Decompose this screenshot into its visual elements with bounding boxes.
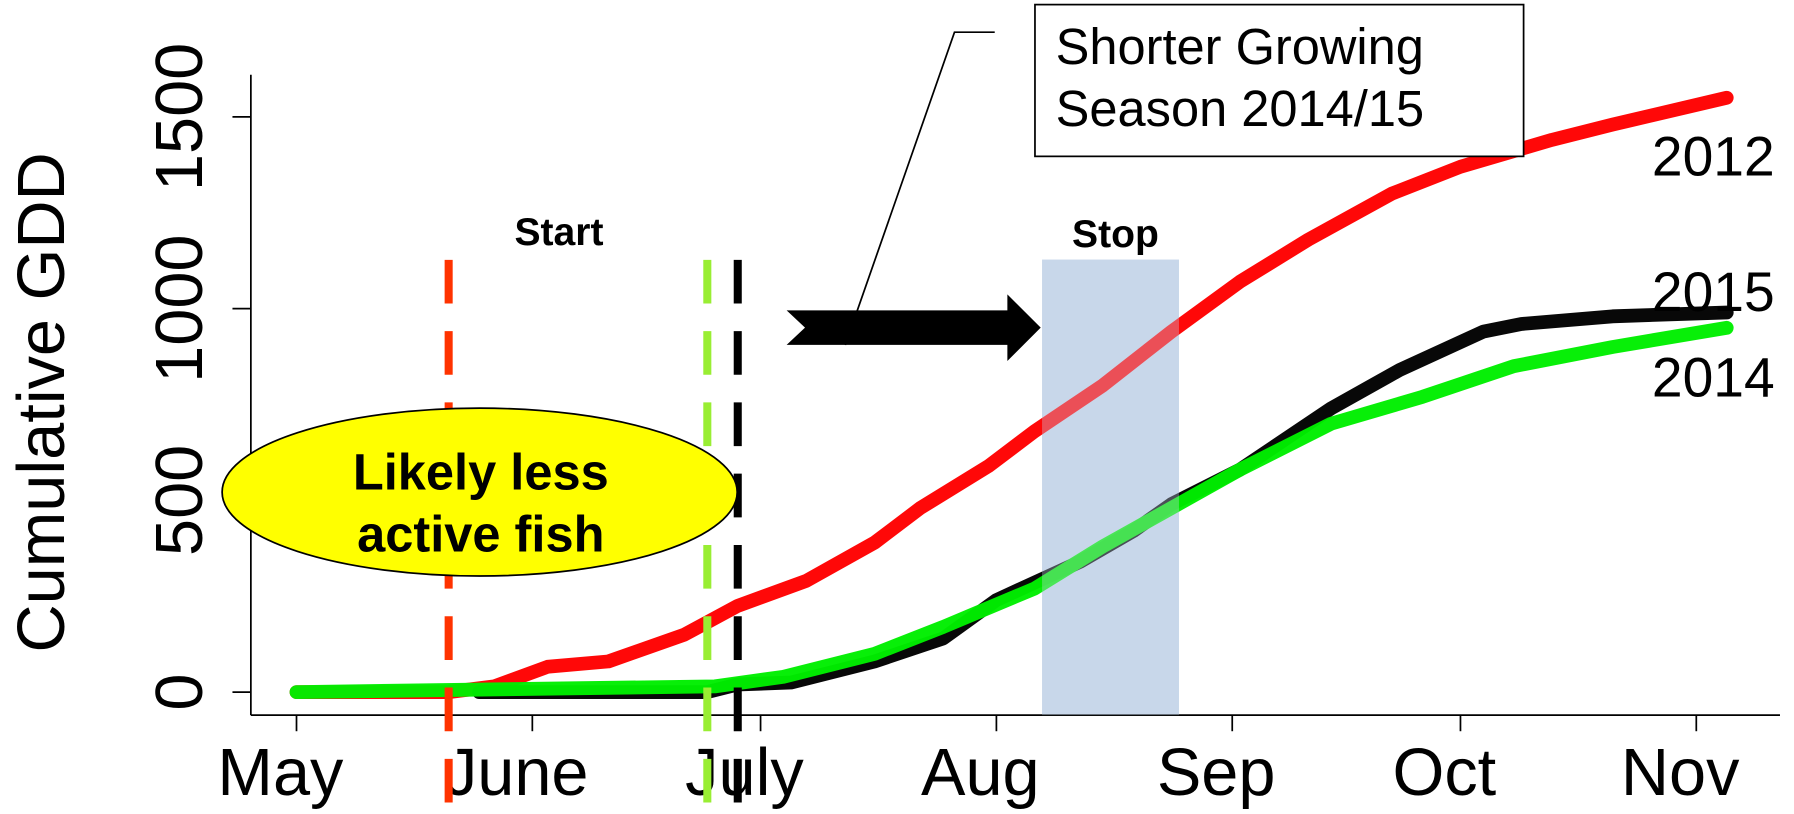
x-tick-label: Aug [921, 736, 1040, 810]
series-label: 2012 [1652, 126, 1775, 188]
x-tick-label: July [685, 736, 804, 810]
y-tick-label: 0 [143, 674, 217, 711]
leader-line [844, 31, 995, 346]
start-label: Start [514, 211, 603, 254]
series-label: 2014 [1652, 346, 1775, 408]
ellipse-text: Likely less [353, 443, 609, 500]
y-tick-label: 1000 [143, 234, 217, 382]
x-tick-label: Nov [1621, 736, 1740, 810]
x-tick-label: Sep [1157, 736, 1276, 810]
stop-span-overlay [1042, 259, 1179, 716]
series-label: 2015 [1652, 261, 1775, 323]
x-tick-label: June [444, 736, 589, 810]
x-tick-label: May [217, 736, 344, 810]
series-line [289, 90, 1734, 700]
callout-text: Season 2014/15 [1056, 80, 1424, 137]
arrow [786, 294, 1041, 362]
callout-box [1034, 3, 1525, 158]
ellipse-text: active fish [357, 505, 604, 562]
y-axis-label: Cumulative GDD [5, 152, 79, 652]
callout-text: Shorter Growing [1056, 18, 1424, 75]
series-line [289, 320, 1734, 700]
y-tick-label: 1500 [143, 43, 217, 191]
x-tick-label: Oct [1393, 736, 1497, 810]
callout-ellipse [221, 407, 739, 577]
y-tick-label: 500 [143, 445, 217, 556]
stop-label: Stop [1072, 213, 1159, 256]
